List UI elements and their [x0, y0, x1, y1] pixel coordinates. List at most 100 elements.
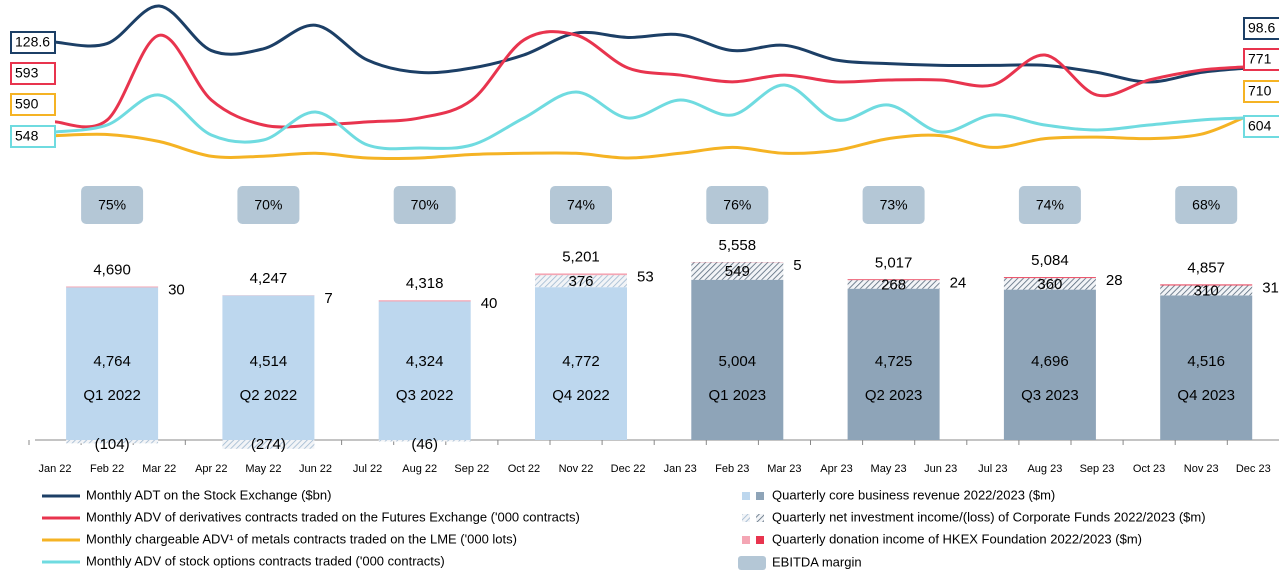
investment-label: 549: [725, 263, 750, 280]
investment-bar: [1160, 285, 1253, 296]
end-label: 98.6: [1248, 20, 1275, 36]
start-label: 593: [15, 65, 39, 81]
ebitda-box: [1018, 186, 1081, 224]
legend-label: Quarterly core business revenue 2022/202…: [772, 487, 1055, 502]
ebitda-label: 75%: [98, 197, 126, 213]
ebitda-label: 73%: [880, 197, 908, 213]
x-tick-label: Oct 23: [1133, 463, 1165, 475]
start-box: [10, 93, 56, 116]
total-label: 5,558: [719, 237, 757, 254]
start-label: 128.6: [15, 34, 50, 50]
x-tick-label: Mar 22: [142, 463, 176, 475]
x-tick-label: Jun 23: [924, 463, 957, 475]
x-tick-label: Apr 23: [820, 463, 852, 475]
ebitda-label: 76%: [723, 197, 751, 213]
ebitda-box: [706, 186, 769, 224]
ebitda-box: [393, 186, 456, 224]
investment-bar: [847, 280, 940, 289]
quarter-label: Q2 2023: [865, 387, 923, 404]
series-line: [54, 30, 1244, 129]
x-tick-label: Dec 22: [611, 463, 646, 475]
x-tick-label: Feb 23: [715, 463, 749, 475]
ebitda-label: 68%: [1192, 197, 1220, 213]
core-label: 4,514: [250, 353, 288, 370]
donation-label: 40: [481, 295, 498, 312]
legend-label: Monthly chargeable ADV¹ of metals contra…: [86, 531, 517, 546]
end-box: [1243, 115, 1279, 138]
investment-label: 360: [1037, 276, 1062, 293]
total-label: 5,017: [875, 254, 913, 271]
core-bar: [378, 301, 471, 440]
investment-label: (46): [411, 436, 438, 453]
total-label: 4,857: [1187, 259, 1225, 276]
x-tick-label: Sep 23: [1080, 463, 1115, 475]
x-tick-label: Jan 23: [664, 463, 697, 475]
x-tick-label: Feb 22: [90, 463, 124, 475]
end-box: [1243, 80, 1279, 103]
donation-bar: [378, 300, 471, 302]
investment-label: 268: [881, 276, 906, 293]
legend-swatch: [742, 492, 750, 500]
donation-label: 24: [950, 274, 967, 291]
quarter-label: Q3 2022: [396, 387, 454, 404]
donation-label: 53: [637, 268, 654, 285]
end-label: 604: [1248, 118, 1272, 134]
donation-label: 5: [793, 257, 801, 274]
ebitda-label: 74%: [567, 197, 595, 213]
core-bar: [1003, 289, 1096, 440]
total-label: 4,247: [250, 270, 288, 287]
investment-label: 376: [568, 273, 593, 290]
core-label: 4,725: [875, 353, 913, 370]
series-line: [54, 116, 1244, 161]
series-line: [54, 4, 1244, 84]
x-tick-label: Aug 22: [402, 463, 437, 475]
x-tick-label: May 23: [871, 463, 907, 475]
legend-swatch: [742, 536, 750, 544]
end-box: [1243, 17, 1279, 40]
legend-label: EBITDA margin: [772, 554, 862, 569]
legend-swatch: [738, 556, 766, 570]
donation-label: 28: [1106, 272, 1123, 289]
donation-label: 31: [1262, 279, 1279, 296]
donation-bar: [535, 273, 627, 276]
core-label: 4,516: [1187, 353, 1225, 370]
investment-bar: [691, 262, 784, 280]
core-label: 5,004: [719, 353, 757, 370]
investment-bar: [535, 275, 627, 288]
core-label: 4,764: [93, 353, 131, 370]
start-box: [10, 62, 56, 85]
legend-swatch: [742, 514, 750, 522]
quarter-label: Q3 2023: [1021, 387, 1079, 404]
investment-bar: [1003, 278, 1096, 290]
end-label: 710: [1248, 83, 1272, 99]
core-bar: [222, 295, 315, 440]
quarter-label: Q1 2022: [83, 387, 141, 404]
x-tick-label: Oct 22: [508, 463, 540, 475]
end-box: [1243, 48, 1279, 71]
core-bar: [535, 287, 627, 440]
core-bar: [691, 279, 784, 440]
donation-bar: [847, 279, 940, 281]
legend-label: Monthly ADV of stock options contracts t…: [86, 553, 445, 568]
ebitda-label: 70%: [411, 197, 439, 213]
legend-swatch: [756, 492, 764, 500]
ebitda-label: 70%: [254, 197, 282, 213]
investment-label: (274): [251, 436, 286, 453]
x-tick-label: Sep 22: [454, 463, 489, 475]
core-bar: [66, 287, 159, 440]
total-label: 5,084: [1031, 252, 1069, 269]
investment-bar: [66, 440, 159, 444]
ebitda-box: [81, 186, 144, 224]
donation-label: 30: [168, 281, 185, 298]
legend-label: Monthly ADV of derivatives contracts tra…: [86, 509, 580, 524]
x-tick-label: Jul 23: [978, 463, 1007, 475]
legend-swatch: [756, 536, 764, 544]
x-tick-label: Nov 22: [559, 463, 594, 475]
ebitda-label: 74%: [1036, 197, 1064, 213]
investment-label: (104): [95, 436, 130, 453]
series-line: [54, 83, 1244, 151]
core-bar: [1160, 295, 1253, 440]
x-tick-label: Jan 22: [38, 463, 71, 475]
x-tick-label: Nov 23: [1184, 463, 1219, 475]
